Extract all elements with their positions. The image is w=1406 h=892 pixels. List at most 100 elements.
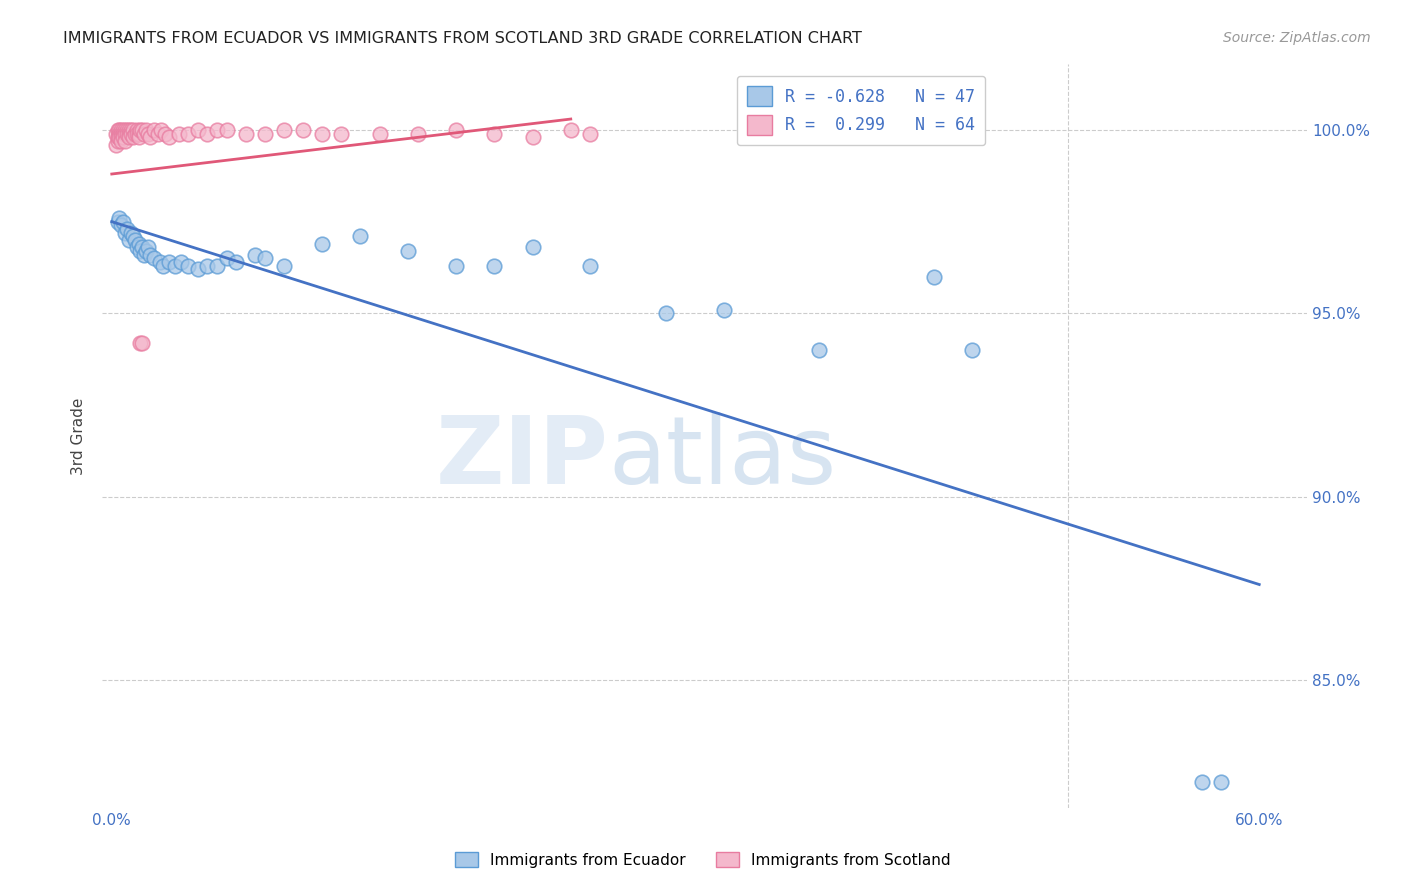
Point (177, 127, 200, 141)
Point (107, 130, 129, 145)
Point (124, 127, 146, 141)
Point (118, 130, 141, 145)
Point (131, 123, 153, 137)
Point (235, 127, 257, 141)
Text: atlas: atlas (609, 412, 837, 504)
Point (115, 123, 138, 137)
Point (110, 127, 132, 141)
Point (128, 130, 150, 145)
Point (131, 240, 153, 254)
Point (197, 127, 219, 141)
Point (108, 130, 131, 145)
Point (349, 229, 371, 244)
Point (118, 127, 141, 141)
Point (114, 123, 136, 137)
Point (112, 130, 135, 145)
Point (484, 127, 506, 141)
Point (922, 269, 945, 284)
Point (110, 219, 132, 233)
Point (205, 123, 228, 137)
Point (157, 255, 180, 269)
Point (121, 130, 143, 145)
Point (808, 343, 831, 357)
Point (142, 123, 165, 137)
Point (152, 259, 174, 273)
Point (118, 123, 141, 137)
Point (128, 236, 150, 251)
Point (1191, 775, 1213, 789)
Point (112, 127, 135, 141)
Point (713, 302, 735, 317)
Point (311, 127, 333, 141)
Legend: R = -0.628   N = 47, R =  0.299   N = 64: R = -0.628 N = 47, R = 0.299 N = 64 (737, 76, 986, 145)
Point (108, 127, 131, 141)
Point (114, 134, 136, 148)
Point (107, 123, 129, 137)
Point (292, 123, 315, 137)
Point (396, 244, 419, 258)
Point (187, 123, 209, 137)
Point (125, 240, 148, 254)
Point (120, 226, 142, 240)
Legend: Immigrants from Ecuador, Immigrants from Scotland: Immigrants from Ecuador, Immigrants from… (449, 846, 957, 873)
Point (444, 123, 467, 137)
Point (444, 259, 467, 273)
Point (368, 127, 391, 141)
Point (311, 236, 333, 251)
Point (114, 226, 136, 240)
Point (135, 244, 157, 258)
Point (177, 259, 200, 273)
Point (253, 252, 276, 266)
Point (128, 127, 150, 141)
Point (579, 127, 602, 141)
Point (125, 123, 148, 137)
Point (273, 123, 295, 137)
Point (197, 259, 219, 273)
Point (107, 214, 129, 228)
Point (121, 123, 143, 137)
Point (273, 259, 295, 273)
Point (579, 259, 602, 273)
Point (112, 123, 135, 137)
Point (110, 123, 132, 137)
Point (107, 134, 129, 148)
Point (110, 134, 132, 148)
Point (225, 255, 247, 269)
Point (142, 252, 165, 266)
Point (108, 211, 131, 225)
Text: IMMIGRANTS FROM ECUADOR VS IMMIGRANTS FROM SCOTLAND 3RD GRADE CORRELATION CHART: IMMIGRANTS FROM ECUADOR VS IMMIGRANTS FR… (63, 31, 862, 46)
Point (560, 123, 582, 137)
Point (215, 123, 238, 137)
Point (104, 137, 127, 152)
Point (110, 130, 132, 145)
Point (124, 233, 146, 247)
Point (146, 127, 169, 141)
Point (114, 127, 136, 141)
Text: ZIP: ZIP (436, 412, 609, 504)
Point (129, 244, 152, 258)
Point (330, 127, 353, 141)
Point (134, 127, 156, 141)
Point (163, 259, 186, 273)
Point (135, 123, 157, 137)
Point (118, 233, 141, 247)
Point (125, 127, 148, 141)
Point (104, 127, 127, 141)
Point (406, 127, 429, 141)
Point (129, 123, 152, 137)
Point (120, 123, 142, 137)
Point (962, 343, 984, 357)
Point (167, 127, 190, 141)
Point (187, 262, 209, 277)
Point (136, 240, 159, 254)
Point (155, 127, 177, 141)
Point (150, 123, 173, 137)
Point (115, 222, 138, 236)
Y-axis label: 3rd Grade: 3rd Grade (72, 397, 86, 475)
Point (131, 335, 153, 350)
Point (139, 130, 162, 145)
Point (522, 130, 544, 145)
Point (157, 130, 180, 145)
Point (134, 247, 156, 261)
Point (655, 306, 678, 320)
